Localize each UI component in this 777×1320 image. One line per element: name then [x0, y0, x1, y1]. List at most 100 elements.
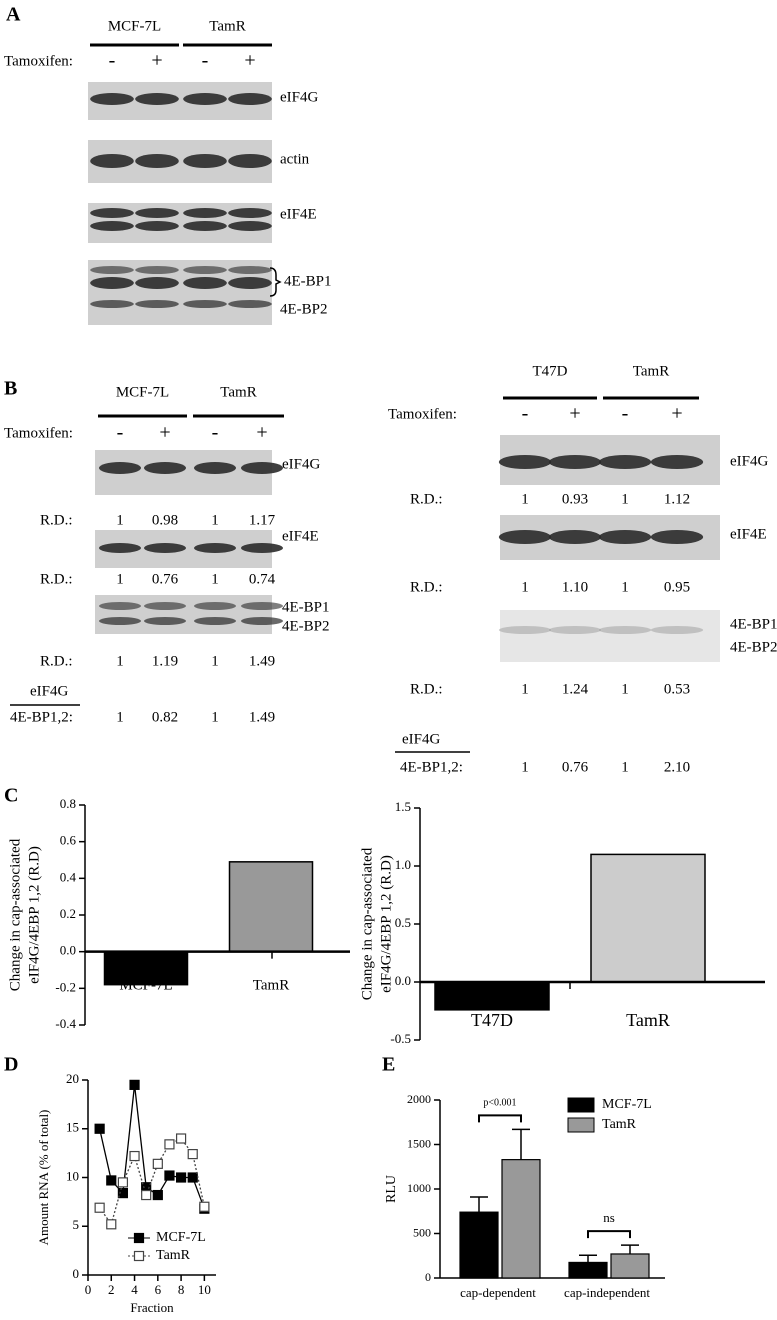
band-label: 4E-BP1 [282, 599, 330, 615]
x-tick-label: 10 [198, 1282, 211, 1297]
band-label: eIF4G [280, 89, 318, 105]
blot-band [135, 208, 179, 218]
point [164, 1139, 175, 1150]
y-tick-label: 1000 [407, 1181, 431, 1195]
rd-value: 1 [621, 491, 629, 507]
point [175, 1133, 187, 1144]
y-tick-label: 2000 [407, 1092, 431, 1106]
blot-band [90, 208, 134, 218]
series-line [99, 1137, 205, 1226]
blot-band [90, 221, 134, 231]
rd-value: 0.74 [249, 571, 276, 587]
group-label: TamR [220, 384, 256, 400]
panel-label: B [4, 378, 17, 400]
legend-label: TamR [602, 1117, 637, 1132]
band-label: 4E-BP2 [282, 618, 330, 634]
x-tick-label: 8 [178, 1282, 185, 1297]
band-label: eIF4E [282, 528, 319, 544]
y-tick-label: 15 [66, 1120, 79, 1135]
point [141, 1189, 152, 1201]
treatment-label: Tamoxifen: [4, 53, 73, 69]
ratio-value: 0.76 [562, 759, 589, 775]
x-tick-label: cap-independent [564, 1285, 650, 1300]
blot-band [498, 530, 552, 544]
panel-label: A [6, 4, 21, 26]
blot-band [498, 626, 552, 634]
blot-band [183, 277, 227, 289]
point [152, 1158, 163, 1169]
y-tick-label: 0.5 [395, 915, 411, 930]
blot-band [240, 543, 284, 553]
error-bar [621, 1244, 639, 1254]
blot-band [135, 93, 179, 105]
blot-band [193, 462, 237, 474]
y-tick-label: 0 [73, 1266, 80, 1281]
y-tick-label: -0.5 [390, 1031, 411, 1046]
band-label: eIF4E [280, 206, 317, 222]
y-tick-label: 20 [66, 1071, 79, 1086]
band-label: eIF4E [730, 526, 767, 542]
blot-band [193, 602, 237, 610]
legend-label: MCF-7L [602, 1097, 652, 1112]
blot-band [183, 93, 227, 105]
panel-label: E [382, 1054, 395, 1076]
point [187, 1148, 198, 1160]
rd-value: 1 [621, 579, 629, 595]
group-label: T47D [533, 363, 568, 379]
band-label: 4E-BP2 [730, 639, 777, 655]
x-tick-label: 6 [155, 1282, 162, 1297]
rd-value: 1 [211, 653, 219, 669]
blot-band [548, 626, 602, 634]
blot-band [183, 221, 227, 231]
point [94, 1123, 105, 1134]
error-bar [512, 1128, 530, 1160]
bar [459, 1211, 499, 1279]
band-label: 4E-BP1 [730, 616, 777, 632]
y-axis-label: Amount RNA (% of total) [36, 1110, 51, 1246]
ratio-value: 1 [521, 759, 529, 775]
sign: - [622, 403, 629, 425]
x-tick-label: cap-dependent [460, 1285, 536, 1300]
ratio-numerator: eIF4G [402, 731, 440, 747]
blot-band [90, 266, 134, 274]
y-tick-label: 0.6 [60, 833, 77, 848]
rd-label: R.D.: [410, 681, 443, 697]
rd-value: 1 [116, 571, 124, 587]
bar [434, 981, 550, 1011]
blot-band [98, 462, 142, 474]
y-tick-label: 0.2 [60, 906, 76, 921]
y-tick-label: 0.0 [395, 973, 411, 988]
blot-band [143, 543, 187, 553]
significance-bracket [478, 1114, 522, 1123]
ratio-denominator: 4E-BP1,2: [10, 709, 73, 725]
point [129, 1150, 140, 1162]
rd-value: 1 [116, 653, 124, 669]
y-tick-label: 500 [413, 1225, 431, 1239]
blot-band [650, 455, 704, 469]
rd-value: 1.10 [562, 579, 588, 595]
blot-band [183, 154, 227, 168]
band-label: 4E-BP2 [280, 301, 328, 317]
error-bar [579, 1254, 597, 1263]
y-axis-label: RLU [384, 1175, 399, 1203]
blot-band [228, 300, 272, 308]
blot-band [193, 543, 237, 553]
rd-value: 1.24 [562, 681, 589, 697]
y-tick-label: -0.2 [55, 979, 76, 994]
ratio-value: 1 [116, 709, 124, 725]
y-tick-label: 0 [425, 1270, 431, 1284]
blot-band [598, 455, 652, 469]
point [129, 1079, 140, 1090]
group-label: TamR [633, 363, 669, 379]
x-tick-label: TamR [253, 977, 289, 993]
panel-label: D [4, 1054, 18, 1076]
blot-band [650, 530, 704, 544]
bracket [269, 267, 282, 297]
blot-band [90, 93, 134, 105]
point [106, 1175, 117, 1186]
series-line [99, 1084, 205, 1209]
x-tick-label: 2 [108, 1282, 115, 1297]
bar [590, 853, 706, 983]
blot-band [143, 462, 187, 474]
ratio-numerator: eIF4G [30, 683, 68, 699]
